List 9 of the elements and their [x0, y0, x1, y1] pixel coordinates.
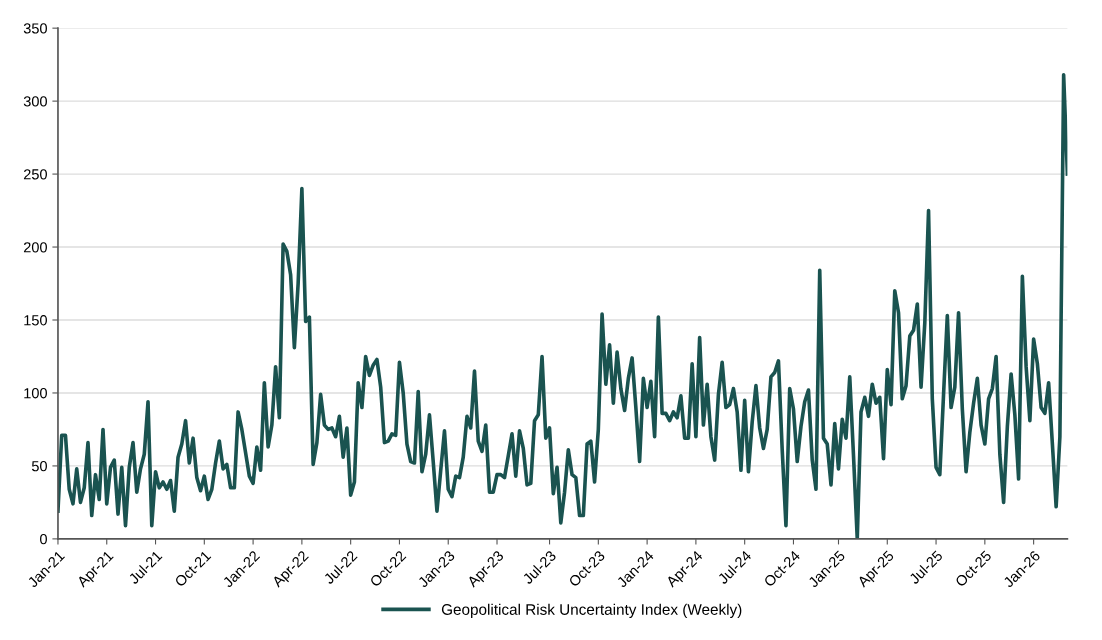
legend-label: Geopolitical Risk Uncertainty Index (Weekly) [441, 603, 742, 618]
y-tick-label: 300 [23, 96, 47, 107]
y-tick-label: 100 [24, 388, 47, 399]
y-tick-label: 250 [23, 169, 47, 180]
y-tick-label: 50 [31, 461, 47, 472]
y-tick-label: 350 [23, 23, 47, 34]
y-tick-label: 0 [40, 533, 47, 545]
y-tick-label: 150 [24, 315, 47, 326]
y-tick-label: 200 [23, 242, 47, 253]
